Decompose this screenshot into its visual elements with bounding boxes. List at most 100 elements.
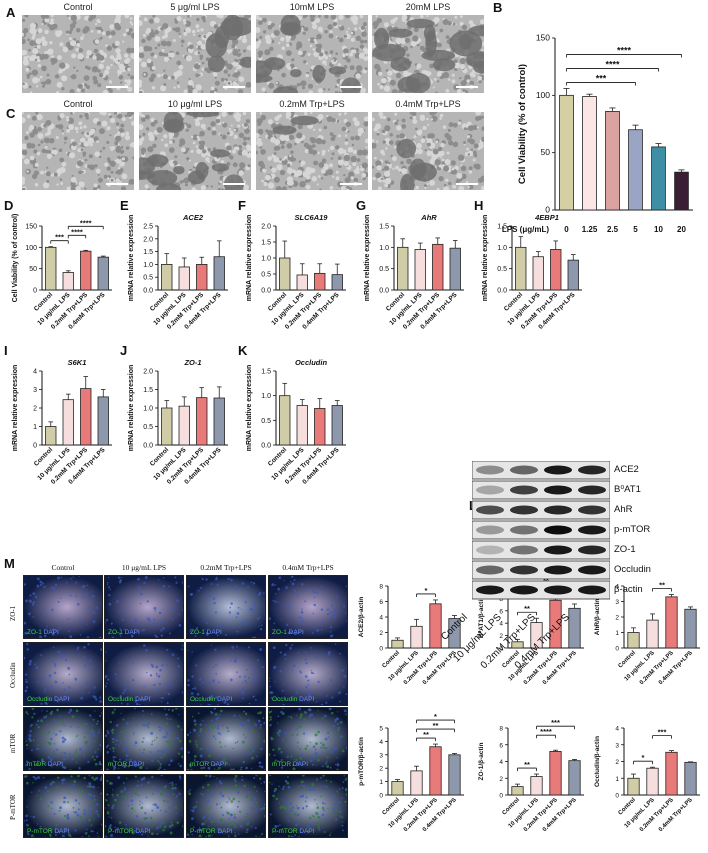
if-speckle	[280, 750, 283, 754]
if-image: ZO-1 DAPI	[104, 575, 184, 639]
if-speckle	[153, 739, 156, 741]
if-speckle	[269, 685, 271, 688]
cell-texture	[22, 18, 26, 23]
cell-texture	[481, 126, 484, 131]
cell-texture	[226, 162, 231, 166]
y-tick-label: 2.5	[143, 224, 153, 231]
if-speckle	[263, 781, 265, 784]
cell-texture	[475, 112, 482, 116]
if-image: P-mTOR DAPI	[23, 774, 103, 838]
if-speckle	[304, 600, 306, 603]
if-speckle	[110, 816, 113, 819]
y-tick-label: 0.0	[379, 288, 389, 295]
if-speckle	[209, 793, 213, 797]
if-speckle	[333, 794, 336, 798]
y-tick-label: 4	[33, 369, 37, 376]
cell-texture	[384, 160, 388, 164]
if-speckle	[156, 675, 158, 677]
cell-texture	[31, 69, 39, 76]
cell-texture	[163, 34, 168, 39]
cell-texture	[198, 144, 205, 150]
if-speckle	[333, 609, 337, 613]
cell-texture	[329, 132, 334, 136]
chart-title: ACE2	[182, 213, 204, 222]
if-speckle	[99, 696, 102, 699]
if-speckle	[264, 742, 265, 744]
bar	[410, 625, 423, 649]
cell-texture	[173, 86, 176, 89]
cell-texture	[97, 177, 103, 183]
cell-texture	[331, 152, 335, 156]
cell-texture	[352, 149, 358, 155]
cell-texture	[71, 53, 77, 59]
if-speckle	[205, 724, 207, 726]
if-speckle	[127, 804, 130, 807]
if-speckle	[304, 747, 308, 750]
cell-texture	[45, 171, 51, 177]
cell-texture	[438, 164, 442, 168]
if-speckle	[147, 781, 150, 784]
if-speckle	[57, 576, 60, 580]
if-stain-dapi: DAPI	[299, 696, 315, 703]
cell-texture	[423, 184, 428, 188]
cell-texture	[346, 58, 351, 63]
if-speckle	[119, 832, 122, 834]
if-speckle	[243, 710, 245, 713]
if-speckle	[337, 726, 341, 730]
cell-texture	[291, 58, 295, 62]
if-speckle	[287, 776, 289, 778]
if-speckle	[241, 582, 245, 585]
cell-texture	[382, 140, 386, 144]
if-speckle	[33, 712, 36, 715]
if-speckle	[169, 831, 173, 835]
if-speckle	[92, 785, 96, 789]
if-speckle	[134, 764, 137, 768]
cell-texture	[220, 171, 224, 175]
if-speckle	[332, 634, 334, 636]
if-speckle	[214, 648, 217, 652]
if-speckle	[328, 834, 331, 837]
panel-letter: K	[238, 343, 248, 358]
if-speckle	[34, 763, 38, 767]
if-speckle	[32, 782, 34, 784]
if-speckle	[119, 694, 123, 698]
if-speckle	[237, 837, 239, 838]
cell-texture	[481, 115, 484, 119]
if-speckle	[105, 684, 107, 688]
cell-gap	[211, 163, 230, 172]
cell-texture	[300, 80, 307, 87]
if-speckle	[274, 831, 277, 833]
y-axis-label: AhR/β-actin	[594, 599, 601, 635]
if-speckle	[264, 613, 265, 615]
cell-texture	[324, 64, 327, 67]
micrograph-label: Control	[63, 2, 93, 12]
if-speckle	[99, 778, 102, 781]
if-speckle	[163, 769, 166, 770]
if-speckle	[70, 577, 72, 580]
cell-texture	[286, 143, 293, 149]
cell-texture	[453, 122, 458, 128]
cell-texture	[404, 169, 408, 172]
y-tick-label: 1.0	[143, 262, 153, 269]
if-speckle	[343, 674, 347, 678]
if-speckle	[54, 665, 57, 668]
bar	[582, 96, 597, 211]
cell-texture	[312, 48, 316, 51]
if-speckle	[159, 766, 162, 769]
if-speckle	[263, 739, 265, 743]
cell-texture	[302, 15, 307, 19]
blot-band	[476, 505, 504, 515]
if-speckle	[28, 737, 32, 741]
cell-texture	[234, 70, 238, 73]
if-speckle	[208, 729, 210, 732]
if-speckle	[292, 664, 296, 668]
if-speckle	[166, 683, 170, 687]
if-speckle	[212, 597, 216, 600]
if-speckle	[208, 826, 210, 828]
if-speckle	[194, 630, 196, 632]
cell-texture	[241, 37, 248, 44]
cell-texture	[71, 174, 74, 177]
if-speckle	[154, 610, 157, 612]
blot-band	[544, 565, 572, 575]
